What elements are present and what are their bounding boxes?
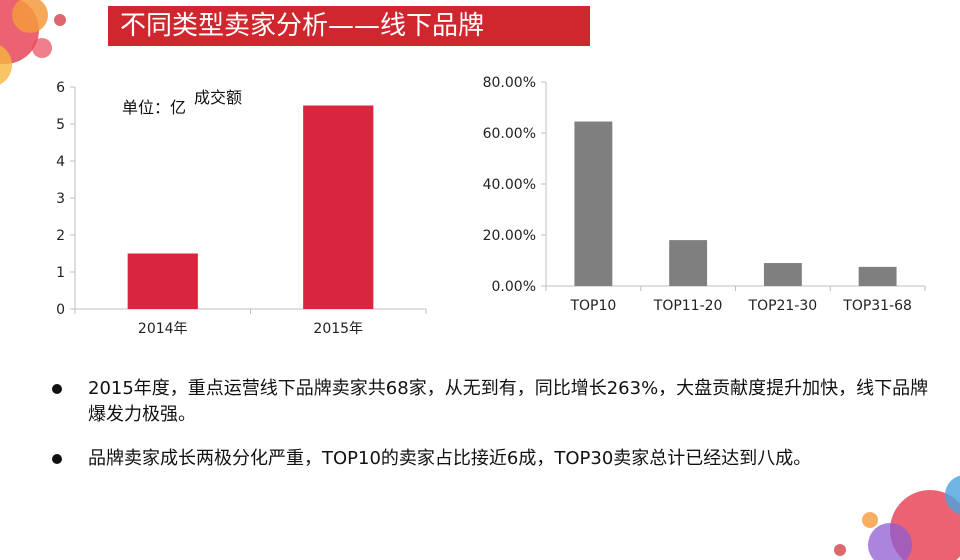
x-tick-label: 2014年 [138,321,188,337]
bullet-list: 2015年度，重点运营线下品牌卖家共68家，从无到有，同比增长263%，大盘贡献… [52,376,932,490]
series-label: 成交额 [194,88,243,107]
y-tick-label: 40.00% [483,177,536,193]
y-tick-label: 2 [56,228,65,244]
bullet-dot-icon [52,384,62,394]
y-tick-label: 1 [56,265,65,281]
bullet-text: 2015年度，重点运营线下品牌卖家共68家，从无到有，同比增长263%，大盘贡献… [88,378,929,425]
bar [858,266,897,286]
y-tick-label: 4 [56,154,65,170]
bar [669,240,708,286]
y-tick-label: 80.00% [483,75,536,91]
y-tick-label: 0 [56,302,65,318]
bar [763,263,802,286]
bullet-item: 2015年度，重点运营线下品牌卖家共68家，从无到有，同比增长263%，大盘贡献… [52,376,932,428]
bullet-text: 品牌卖家成长两极分化严重，TOP10的卖家占比接近6成，TOP30卖家总计已经达… [88,448,812,469]
unit-label: 单位：亿 [122,98,187,117]
bar [127,253,198,309]
x-tick-label: TOP11-20 [653,298,723,314]
x-tick-label: TOP31-68 [842,298,912,314]
page-title: 不同类型卖家分析——线下品牌 [108,6,590,46]
bar [574,121,613,287]
paint-splash-decoration [0,0,66,85]
y-tick-label: 20.00% [483,228,536,244]
x-tick-label: TOP10 [569,298,616,314]
y-tick-label: 60.00% [483,126,536,142]
bullet-dot-icon [52,454,62,464]
bullet-item: 品牌卖家成长两极分化严重，TOP10的卖家占比接近6成，TOP30卖家总计已经达… [52,446,932,472]
y-tick-label: 3 [56,191,65,207]
revenue-bar-chart: 0 1 2 3 4 5 6 2014年 2015年 [56,80,427,337]
x-tick-label: TOP21-30 [748,298,818,314]
bar [303,105,374,309]
y-tick-label: 0.00% [492,279,536,295]
y-tick-label: 6 [56,80,65,96]
y-tick-label: 5 [56,117,65,133]
x-tick-label: 2015年 [313,321,363,337]
share-bar-chart: 0.00% 20.00% 40.00% 60.00% 80.00% TOP10 TOP11-… [483,75,926,314]
